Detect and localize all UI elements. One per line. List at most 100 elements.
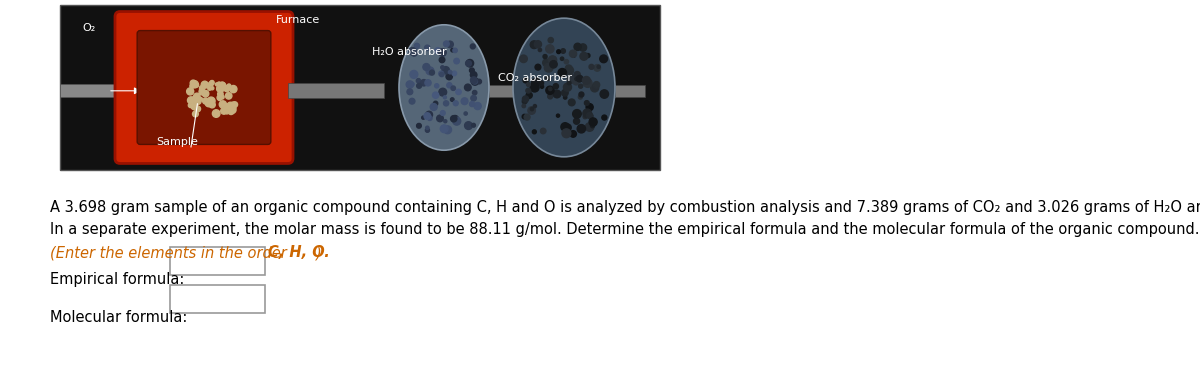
- Circle shape: [220, 85, 224, 90]
- Circle shape: [586, 126, 592, 131]
- Text: C, H, O.: C, H, O.: [268, 245, 330, 260]
- Text: (Enter the elements in the order: (Enter the elements in the order: [50, 245, 292, 260]
- Ellipse shape: [514, 18, 616, 157]
- Circle shape: [436, 124, 443, 131]
- Bar: [170, 247, 265, 275]
- Circle shape: [221, 103, 226, 108]
- Circle shape: [194, 96, 200, 102]
- Circle shape: [602, 108, 606, 112]
- Circle shape: [413, 58, 418, 64]
- Circle shape: [202, 92, 206, 96]
- Circle shape: [409, 68, 413, 72]
- Circle shape: [545, 118, 551, 124]
- Circle shape: [450, 127, 455, 131]
- Text: ): ): [316, 245, 322, 260]
- Circle shape: [428, 89, 434, 95]
- Circle shape: [560, 68, 564, 73]
- Circle shape: [590, 121, 599, 129]
- Circle shape: [556, 61, 564, 70]
- Circle shape: [439, 62, 443, 66]
- Circle shape: [193, 101, 197, 105]
- Circle shape: [544, 127, 552, 136]
- Circle shape: [420, 104, 425, 108]
- Circle shape: [192, 95, 197, 100]
- Circle shape: [215, 89, 220, 93]
- Circle shape: [527, 83, 532, 88]
- Circle shape: [229, 83, 236, 90]
- Circle shape: [594, 85, 601, 92]
- Circle shape: [205, 91, 214, 99]
- Circle shape: [408, 89, 415, 96]
- Circle shape: [540, 108, 548, 117]
- Circle shape: [588, 100, 594, 105]
- Circle shape: [415, 57, 419, 60]
- Circle shape: [228, 104, 233, 108]
- Circle shape: [221, 97, 228, 105]
- Circle shape: [455, 109, 461, 115]
- Circle shape: [199, 98, 204, 103]
- Circle shape: [206, 89, 210, 92]
- Circle shape: [533, 90, 538, 93]
- Circle shape: [416, 90, 424, 96]
- Text: Sample: Sample: [156, 137, 198, 147]
- Circle shape: [445, 113, 451, 119]
- Circle shape: [583, 98, 592, 108]
- Circle shape: [187, 89, 194, 96]
- Circle shape: [580, 61, 588, 69]
- Circle shape: [222, 95, 228, 101]
- Circle shape: [205, 103, 210, 109]
- Circle shape: [419, 69, 422, 73]
- Circle shape: [187, 103, 192, 107]
- Text: Molecular formula:: Molecular formula:: [50, 310, 187, 325]
- Circle shape: [522, 76, 528, 81]
- Circle shape: [224, 111, 229, 115]
- Circle shape: [571, 95, 578, 102]
- Circle shape: [472, 52, 478, 57]
- Circle shape: [572, 51, 580, 58]
- Circle shape: [575, 41, 580, 46]
- Circle shape: [408, 117, 415, 124]
- Circle shape: [210, 98, 216, 103]
- Bar: [60, 84, 168, 97]
- Circle shape: [198, 91, 205, 98]
- Circle shape: [229, 88, 233, 92]
- Circle shape: [210, 95, 214, 98]
- Circle shape: [592, 65, 598, 71]
- Circle shape: [458, 101, 463, 106]
- Circle shape: [474, 105, 481, 112]
- Circle shape: [210, 80, 216, 86]
- Circle shape: [546, 72, 552, 78]
- Circle shape: [454, 68, 462, 76]
- Circle shape: [557, 62, 563, 67]
- Circle shape: [526, 47, 528, 50]
- Circle shape: [217, 84, 223, 92]
- Circle shape: [559, 76, 563, 79]
- Circle shape: [570, 113, 577, 121]
- Text: Empirical formula:: Empirical formula:: [50, 272, 185, 287]
- Circle shape: [580, 47, 584, 52]
- Circle shape: [468, 116, 474, 121]
- Circle shape: [211, 84, 218, 90]
- Circle shape: [454, 105, 462, 113]
- Circle shape: [557, 127, 563, 133]
- Circle shape: [532, 118, 536, 122]
- Circle shape: [228, 91, 232, 94]
- Circle shape: [592, 50, 599, 57]
- Circle shape: [564, 129, 569, 134]
- Circle shape: [580, 35, 588, 44]
- Circle shape: [456, 95, 458, 98]
- Circle shape: [209, 110, 215, 116]
- Circle shape: [450, 41, 457, 49]
- Circle shape: [198, 102, 202, 105]
- Circle shape: [437, 56, 443, 62]
- Circle shape: [552, 132, 558, 138]
- Circle shape: [551, 128, 556, 133]
- Circle shape: [436, 99, 440, 103]
- Circle shape: [228, 80, 234, 85]
- Circle shape: [552, 95, 556, 99]
- Circle shape: [458, 72, 466, 78]
- Circle shape: [466, 119, 469, 123]
- Circle shape: [526, 45, 535, 54]
- Circle shape: [536, 49, 544, 56]
- Circle shape: [535, 108, 539, 112]
